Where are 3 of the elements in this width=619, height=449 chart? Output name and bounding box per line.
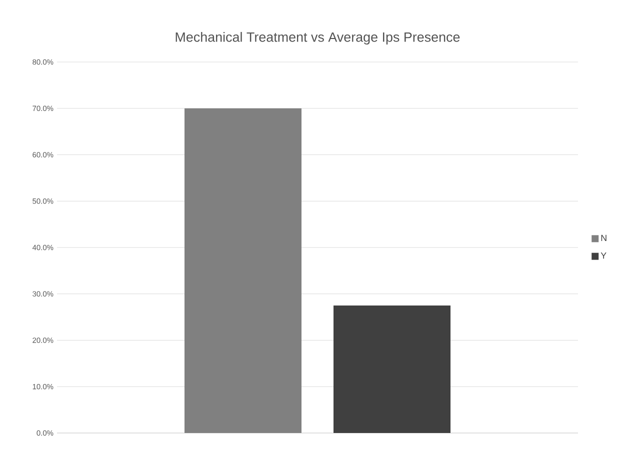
chart-title: Mechanical Treatment vs Average Ips Presence <box>176 32 460 45</box>
legend-label: N <box>601 234 606 242</box>
legend-label: Y <box>600 252 606 259</box>
